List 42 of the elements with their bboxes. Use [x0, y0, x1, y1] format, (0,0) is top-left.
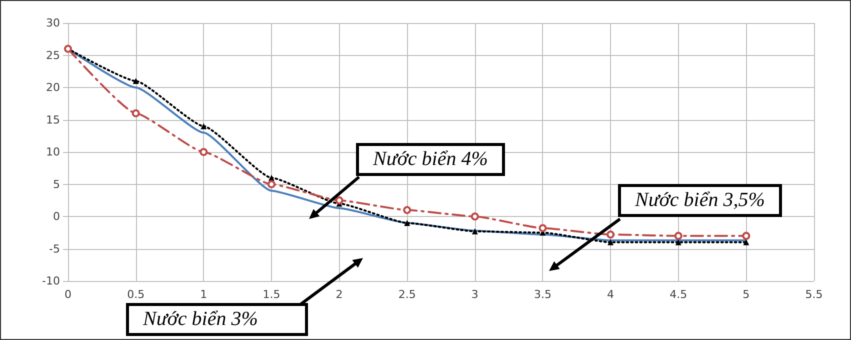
- x-tick-label: 2.5: [398, 288, 416, 301]
- x-tick-label: 1.5: [262, 288, 280, 301]
- x-tick-label: 5.5: [805, 288, 823, 301]
- point: [608, 239, 614, 246]
- point: [200, 148, 208, 156]
- x-tick-label: 3.5: [534, 288, 552, 301]
- x-tick-label: 2: [336, 288, 343, 301]
- point: [200, 123, 207, 130]
- point: [132, 78, 139, 84]
- y-tick-label: -5: [49, 242, 60, 256]
- x-tick-label: 1: [200, 288, 208, 301]
- point: [404, 220, 410, 226]
- point: [470, 212, 479, 220]
- point: [742, 232, 750, 240]
- x-tick-label: 4.5: [670, 288, 688, 301]
- point: [268, 174, 274, 181]
- point: [675, 239, 682, 246]
- x-tick-label: 0.5: [127, 288, 145, 301]
- y-tick-label: 5: [53, 178, 60, 191]
- x-tick-label: 5: [742, 288, 750, 301]
- y-tick-label: 15: [46, 113, 60, 126]
- point: [538, 224, 547, 232]
- y-tick-label: 0: [53, 210, 60, 223]
- annotation: Nước biển 3,5%: [618, 184, 782, 217]
- x-tick-label: 3: [471, 288, 478, 301]
- point: [335, 196, 344, 204]
- y-tick-label: 20: [46, 81, 60, 94]
- point: [472, 228, 478, 234]
- point: [606, 230, 615, 239]
- y-tick-label: 30: [46, 16, 60, 30]
- annotation: Nước biển 4%: [356, 143, 505, 176]
- x-tick-label: 0: [64, 288, 72, 301]
- point: [403, 206, 412, 214]
- point: [132, 109, 140, 118]
- point: [267, 180, 276, 188]
- y-tick-label: 10: [46, 146, 60, 158]
- point: [674, 232, 682, 240]
- y-tick-label: 25: [46, 48, 60, 62]
- point: [743, 239, 750, 246]
- text: Nước biển 3%: [126, 303, 308, 336]
- y-tick-label: -10: [42, 274, 60, 288]
- x-tick-label: 4: [607, 288, 614, 301]
